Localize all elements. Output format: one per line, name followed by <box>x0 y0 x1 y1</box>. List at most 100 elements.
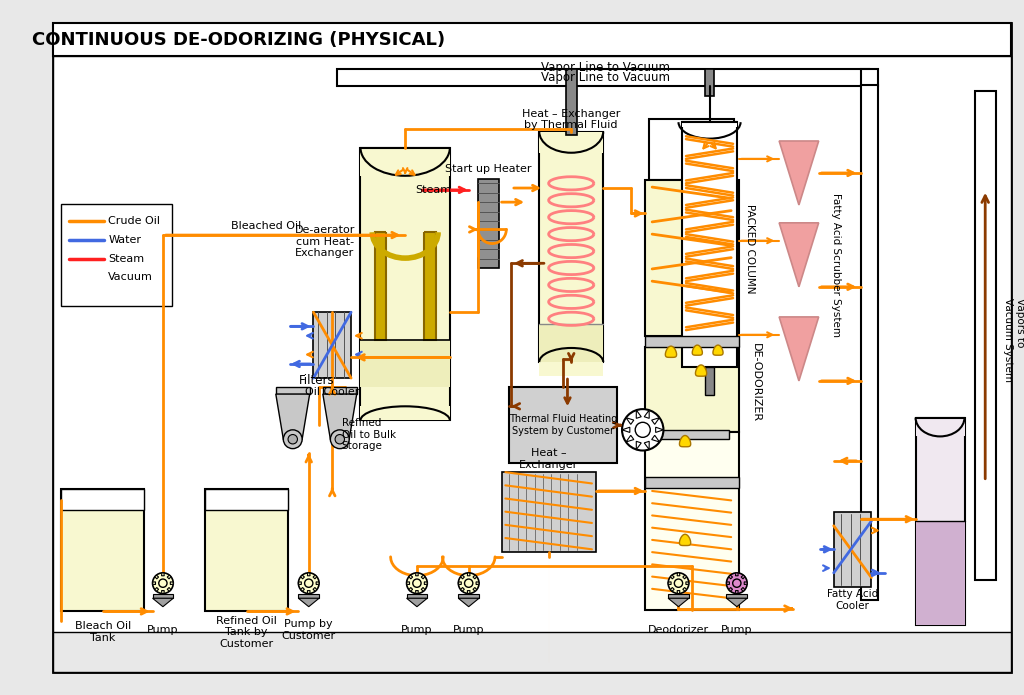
Bar <box>53 632 1011 671</box>
Circle shape <box>288 434 297 444</box>
Bar <box>682 122 737 367</box>
Polygon shape <box>409 575 413 579</box>
Text: PACKED COLUMN: PACKED COLUMN <box>745 204 755 294</box>
Polygon shape <box>651 435 659 442</box>
Bar <box>649 120 734 181</box>
Text: Filters: Filters <box>298 375 334 387</box>
Polygon shape <box>726 582 729 584</box>
Circle shape <box>331 430 349 449</box>
Polygon shape <box>735 573 738 575</box>
Polygon shape <box>683 575 686 579</box>
Text: Pump: Pump <box>721 626 753 635</box>
Polygon shape <box>424 582 427 584</box>
Polygon shape <box>622 427 630 432</box>
Bar <box>915 521 965 625</box>
Polygon shape <box>692 345 702 355</box>
Circle shape <box>407 573 427 594</box>
Bar <box>915 418 965 625</box>
Bar <box>540 131 603 362</box>
Circle shape <box>675 579 683 587</box>
Circle shape <box>465 579 473 587</box>
Polygon shape <box>677 573 680 575</box>
Circle shape <box>733 579 741 587</box>
Circle shape <box>726 573 748 594</box>
Circle shape <box>413 579 421 587</box>
Polygon shape <box>421 587 425 591</box>
Circle shape <box>635 423 650 437</box>
Bar <box>861 85 878 600</box>
Polygon shape <box>407 582 410 584</box>
Polygon shape <box>666 346 677 357</box>
Bar <box>645 181 738 336</box>
Text: Deodorizer: Deodorizer <box>648 626 709 635</box>
Bar <box>205 489 288 510</box>
Text: De-aerator
cum Heat-
Exchanger: De-aerator cum Heat- Exchanger <box>295 225 355 259</box>
Polygon shape <box>741 587 744 591</box>
Polygon shape <box>459 598 479 607</box>
Polygon shape <box>655 427 664 432</box>
Bar <box>53 24 1011 56</box>
Bar <box>540 362 603 376</box>
Polygon shape <box>779 223 818 287</box>
Text: Bleach Oil
Tank: Bleach Oil Tank <box>75 621 131 643</box>
Text: Vacuum: Vacuum <box>109 272 154 282</box>
Bar <box>323 388 356 394</box>
Bar <box>425 232 436 341</box>
Polygon shape <box>416 573 418 575</box>
Text: CONTINUOUS DE-ODORIZING (PHYSICAL): CONTINUOUS DE-ODORIZING (PHYSICAL) <box>32 31 444 49</box>
Polygon shape <box>167 575 171 579</box>
Bar <box>705 70 715 96</box>
Bar <box>668 594 689 598</box>
Polygon shape <box>729 575 732 579</box>
Bar <box>298 594 319 598</box>
Polygon shape <box>275 394 309 439</box>
Polygon shape <box>695 365 707 376</box>
Polygon shape <box>744 582 748 584</box>
Polygon shape <box>644 410 649 418</box>
Bar <box>360 147 450 420</box>
Polygon shape <box>461 575 465 579</box>
Polygon shape <box>713 345 723 355</box>
Bar <box>915 418 965 436</box>
Text: Oil Cooler: Oil Cooler <box>305 387 359 397</box>
Bar <box>375 232 386 341</box>
Text: Steam: Steam <box>416 185 452 195</box>
Bar <box>705 367 715 395</box>
Polygon shape <box>644 441 649 450</box>
Polygon shape <box>735 591 738 594</box>
Bar <box>645 432 738 610</box>
Text: Fatty Acid Scrubber System: Fatty Acid Scrubber System <box>830 193 841 337</box>
Text: Vapors to
Vacuum System: Vapors to Vacuum System <box>1004 298 1024 382</box>
Polygon shape <box>313 575 316 579</box>
Bar <box>69 271 103 284</box>
Polygon shape <box>683 587 686 591</box>
Bar <box>61 204 172 306</box>
Polygon shape <box>729 587 732 591</box>
Polygon shape <box>167 587 171 591</box>
Bar <box>459 594 479 598</box>
Polygon shape <box>301 587 304 591</box>
Circle shape <box>159 579 167 587</box>
Polygon shape <box>162 591 164 594</box>
Polygon shape <box>467 573 470 575</box>
Text: Vapor Line to Vacuum: Vapor Line to Vacuum <box>541 72 670 85</box>
Polygon shape <box>307 591 310 594</box>
Polygon shape <box>636 410 641 418</box>
Text: Bleached Oil: Bleached Oil <box>231 220 301 231</box>
Polygon shape <box>298 598 319 607</box>
Polygon shape <box>323 394 356 439</box>
Polygon shape <box>680 534 691 546</box>
Polygon shape <box>153 582 156 584</box>
Polygon shape <box>636 441 641 450</box>
Text: Refined Oil
Tank by
Customer: Refined Oil Tank by Customer <box>216 616 278 648</box>
Polygon shape <box>626 418 634 425</box>
Bar <box>205 489 288 612</box>
Text: Water: Water <box>109 235 141 245</box>
Polygon shape <box>170 582 173 584</box>
Polygon shape <box>651 418 659 425</box>
Polygon shape <box>155 575 159 579</box>
Polygon shape <box>407 598 427 607</box>
Text: Refined
Oil to Bulk
Storage: Refined Oil to Bulk Storage <box>342 418 396 451</box>
Bar <box>975 91 995 580</box>
Bar <box>834 512 871 587</box>
